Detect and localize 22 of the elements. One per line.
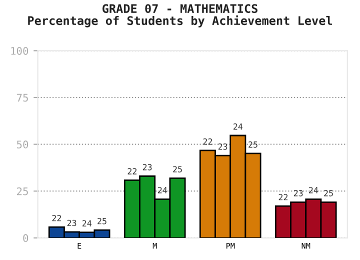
text: 24 xyxy=(158,187,168,194)
text: 23 xyxy=(294,190,303,196)
series-label: 25 xyxy=(324,190,333,196)
y-tick-label: 75 xyxy=(16,94,28,102)
y-tick-label: 50 xyxy=(16,140,28,148)
text: 24 xyxy=(234,123,243,130)
text: 22 xyxy=(278,194,288,200)
text: 23 xyxy=(142,164,152,170)
text: 22 xyxy=(128,168,136,174)
text: 25 xyxy=(248,141,258,148)
y-tick-label: 25 xyxy=(17,187,28,196)
text: 22 xyxy=(203,138,212,145)
text: 25 xyxy=(98,218,106,224)
y-tick-label: 0 xyxy=(23,234,28,242)
text: 23 xyxy=(218,143,228,150)
series-label: 24 xyxy=(82,220,92,226)
text: 24 xyxy=(309,187,318,194)
series-label: 22 xyxy=(52,214,61,222)
series-label: 23 xyxy=(67,220,76,226)
chart-title: GRADE 07 - MATHEMATICS Percentage of Students by Achievement Level xyxy=(28,4,332,28)
text: 25 xyxy=(173,166,182,172)
y-tick-label: 100 xyxy=(11,46,28,55)
